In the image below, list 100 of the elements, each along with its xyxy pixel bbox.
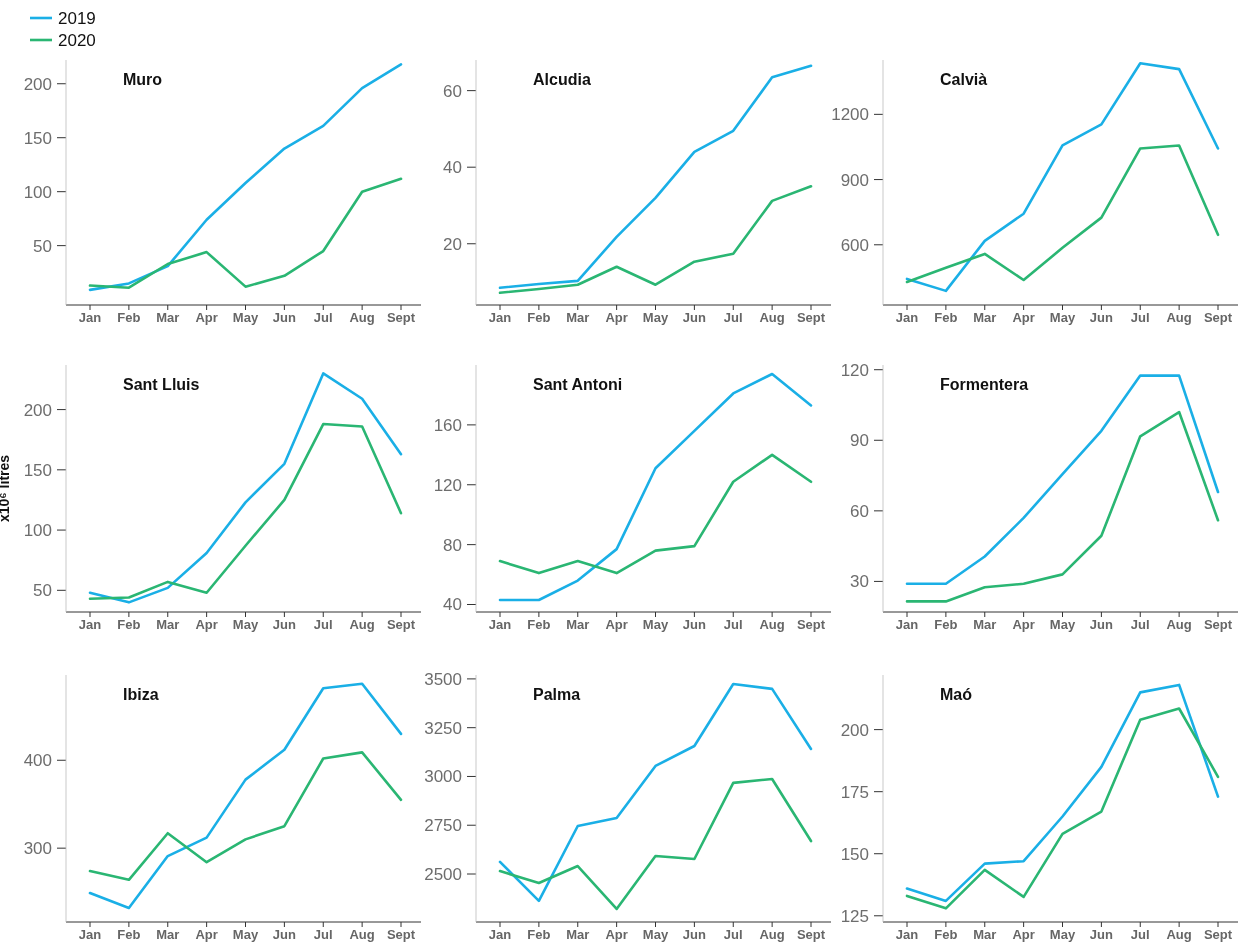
line-series [905,374,1220,586]
x-tick-label: Jul [723,310,743,325]
x-tick-label: Apr [195,310,218,325]
line-series [905,61,1220,293]
text: Sant Antoni [533,376,623,393]
y-tick-label: 40 [443,595,462,615]
y-tick-label: 50 [33,581,52,601]
x-tick-label: Apr [605,927,628,942]
x-tick-label: Jan [895,927,919,942]
x-tick-label: Mar [566,310,590,325]
x-tick-label: Sept [796,927,826,942]
y-tick-label: 150 [840,844,869,864]
x-tick-label: Jun [272,927,296,942]
x-tick-label: Feb [117,617,141,632]
text: Sant Lluis [123,376,200,393]
x-tick-label: Sept [386,310,416,325]
y-tick-label: 80 [443,535,462,555]
y-tick-label: 30 [850,572,869,592]
y-tick-label: 90 [850,431,869,451]
x-tick-label: Jul [723,927,743,942]
x-tick-label: Feb [934,927,958,942]
x-tick-label: Aug [1166,310,1192,325]
y-tick-label: 40 [443,158,462,178]
x-tick-label: Jan [78,310,102,325]
x-tick-label: Jun [682,927,706,942]
line-series [498,64,813,290]
x-tick-label: Aug [759,927,785,942]
x-tick-label: Sept [796,310,826,325]
x-tick-label: Jul [1130,617,1150,632]
y-tick-label: 600 [840,235,869,255]
x-tick-label: Feb [527,617,551,632]
y-tick-label: 1200 [831,105,869,125]
x-tick-label: Jul [313,310,333,325]
y-tick-label: 160 [433,415,462,435]
x-tick-label: Jun [272,310,296,325]
x-tick-label: May [1049,927,1076,942]
line-series [905,410,1220,603]
x-tick-label: Mar [156,310,180,325]
x-tick-label: Mar [973,617,997,632]
x-tick-label: May [232,927,259,942]
y-tick-label: 3500 [424,669,462,689]
y-tick-label: 60 [850,501,869,521]
text: Muro [123,71,163,88]
x-tick-label: Jul [313,617,333,632]
x-tick-label: Sept [1203,927,1233,942]
x-tick-label: Apr [1012,617,1035,632]
y-tick-label: 20 [443,234,462,254]
x-tick-label: Sept [796,617,826,632]
y-tick-label: 900 [840,170,869,190]
y-tick-label: 300 [23,839,52,859]
line-series [498,453,813,575]
x-tick-label: Apr [1012,310,1035,325]
y-tick-label: 200 [23,74,52,94]
x-tick-label: Jul [313,927,333,942]
line-series [88,372,403,604]
x-tick-label: Jun [1089,617,1113,632]
x-tick-label: Jan [895,617,919,632]
x-tick-label: Jan [78,927,102,942]
text: Calvià [940,71,988,88]
x-tick-label: Feb [527,927,551,942]
x-tick-label: Jan [488,617,512,632]
x-tick-label: Mar [566,617,590,632]
y-tick-label: 50 [33,236,52,256]
x-tick-label: Jun [272,617,296,632]
x-tick-label: Jan [78,617,102,632]
y-tick-label: 2750 [424,816,462,836]
x-tick-label: Jun [1089,927,1113,942]
y-tick-label: 150 [23,460,52,480]
y-tick-label: 200 [23,400,52,420]
x-tick-label: Apr [195,927,218,942]
legend-label: 2020 [58,31,96,50]
y-tick-label: 100 [23,521,52,541]
y-tick-label: 2500 [424,864,462,884]
x-tick-label: Apr [1012,927,1035,942]
x-tick-label: Feb [527,310,551,325]
y-tick-label: 175 [840,782,869,802]
line-series [88,177,403,290]
y-tick-label: 125 [840,906,869,926]
x-tick-label: Jul [1130,310,1150,325]
legend-label: 2019 [58,9,96,28]
y-tick-label: 200 [840,720,869,740]
x-tick-label: Mar [973,927,997,942]
x-tick-label: Apr [195,617,218,632]
x-tick-label: May [232,617,259,632]
text: Maó [940,686,973,703]
x-tick-label: May [642,927,669,942]
line-series [498,185,813,295]
x-tick-label: May [1049,310,1076,325]
x-tick-label: Sept [1203,617,1233,632]
line-series [88,682,403,910]
x-tick-label: Jun [682,617,706,632]
y-tick-label: 60 [443,81,462,101]
line-series [88,751,403,882]
x-tick-label: Aug [349,617,375,632]
x-tick-label: Apr [605,617,628,632]
line-series [905,144,1220,284]
x-tick-label: Aug [759,310,785,325]
x-tick-label: May [642,617,669,632]
y-tick-label: 400 [23,751,52,771]
y-tick-label: 120 [840,360,869,380]
